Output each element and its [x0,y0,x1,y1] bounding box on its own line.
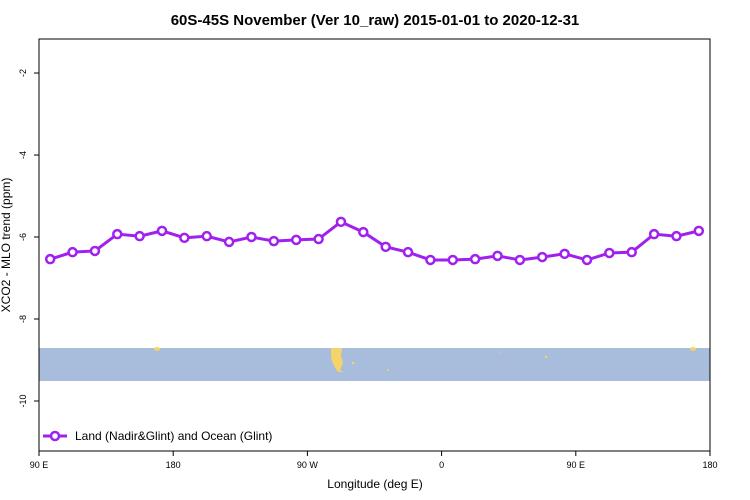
data-point [179,232,190,244]
data-point [380,241,391,253]
data-point [492,250,503,262]
data-point [425,254,436,266]
data-point [693,225,705,237]
data-point [290,234,302,246]
data-point [201,230,212,242]
data-point [89,245,101,257]
data-point [469,253,481,265]
data-point [223,236,235,248]
y-tick-label: -8 [18,315,28,323]
data-point [134,230,145,242]
x-tick-label: 90 E [30,460,49,470]
x-axis-label: Longitude (deg E) [327,477,422,491]
land [154,347,160,351]
land [331,348,344,372]
latitude-band-map [39,347,710,381]
data-point [112,228,123,240]
data-point [626,246,637,258]
x-tick-label: 180 [702,460,717,470]
x-tick-label: 90 W [297,460,319,470]
data-point [671,230,682,242]
land [544,355,548,359]
data-point [358,226,369,238]
x-tick-label: 180 [166,460,181,470]
data-point [648,228,660,240]
y-axis-label: XCO2 - MLO trend (ppm) [0,178,13,313]
y-tick-label: -4 [18,151,28,159]
chart-title: 60S-45S November (Ver 10_raw) 2015-01-01… [171,12,580,29]
data-point [537,251,548,263]
data-point [447,254,459,266]
data-point [402,246,414,258]
data-point [156,225,168,237]
land [387,369,389,371]
x-tick-label: 0 [439,460,444,470]
data-point [604,247,615,259]
data-point [581,254,593,266]
data-point [268,235,280,247]
data-point [313,233,324,245]
series-line [49,220,700,262]
x-tick-label: 90 E [567,460,586,470]
data-point [67,246,78,258]
ocean-band [39,348,710,381]
land [690,347,696,351]
data-point [44,253,56,265]
data-point [246,231,257,243]
plot-frame [38,38,711,452]
legend-marker [49,430,61,442]
y-tick-label: -10 [18,394,28,407]
data-point [559,248,570,260]
y-tick-label: -2 [18,69,28,77]
land [351,361,355,365]
land [498,351,500,353]
data-point [514,254,526,266]
data-point [335,216,347,228]
legend-label: Land (Nadir&Glint) and Ocean (Glint) [75,429,272,443]
y-tick-label: -6 [18,233,28,241]
